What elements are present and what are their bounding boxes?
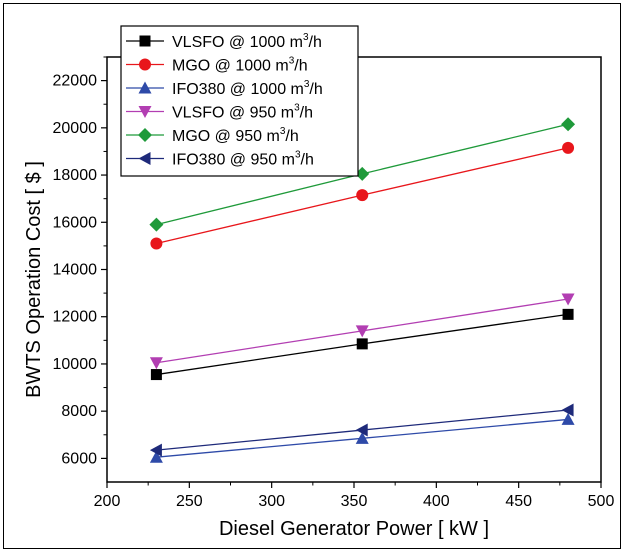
data-point-series-2 (356, 189, 369, 202)
x-tick-label: 450 (505, 493, 532, 510)
x-tick-label: 500 (588, 493, 615, 510)
data-point-series-3 (355, 431, 369, 444)
y-tick-label: 14000 (53, 262, 98, 279)
legend-label: IFO380 @ 1000 m3/h (172, 79, 323, 98)
legend-marker (139, 58, 151, 71)
legend-label: IFO380 @ 950 m3/h (172, 150, 314, 169)
data-point-series-5 (149, 217, 164, 232)
data-point-series-4 (561, 293, 575, 306)
y-tick-label: 22000 (53, 73, 98, 90)
x-tick-label: 200 (94, 493, 121, 510)
data-point-series-4 (149, 357, 163, 370)
legend-label: VLSFO @ 950 m3/h (172, 103, 313, 122)
y-tick-label: 12000 (53, 309, 98, 326)
y-tick-label: 10000 (53, 356, 98, 373)
legend-marker (139, 35, 151, 47)
legend-box (120, 25, 359, 177)
x-tick-label: 250 (176, 493, 203, 510)
data-point-series-5 (561, 117, 576, 132)
data-point-series-2 (150, 237, 163, 250)
x-tick-label: 350 (341, 493, 368, 510)
y-tick-label: 6000 (61, 450, 97, 467)
data-point-series-3 (561, 412, 575, 425)
data-point-series-4 (355, 325, 369, 338)
legend-marker (138, 152, 151, 165)
x-tick-label: 400 (423, 493, 450, 510)
data-point-series-1 (562, 308, 574, 320)
y-tick-label: 18000 (53, 167, 98, 184)
y-tick-label: 16000 (53, 214, 98, 231)
legend-marker (138, 128, 152, 142)
legend-label: VLSFO @ 1000 m3/h (172, 32, 322, 51)
data-point-series-1 (356, 338, 368, 350)
data-point-series-3 (149, 450, 163, 463)
data-point-series-6 (355, 423, 368, 437)
y-axis-title: BWTS Operation Cost [ $ ] (23, 161, 45, 398)
legend-marker (138, 106, 152, 118)
y-tick-label: 20000 (53, 120, 98, 137)
x-axis-title: Diesel Generator Power [ kW ] (219, 518, 489, 540)
data-point-series-6 (561, 403, 574, 417)
legend-label: MGO @ 950 m3/h (172, 126, 299, 145)
data-point-series-6 (149, 443, 162, 457)
legend-marker (138, 81, 152, 94)
data-point-series-1 (150, 369, 162, 381)
y-tick-label: 8000 (61, 403, 97, 420)
data-point-series-2 (562, 141, 575, 154)
data-point-series-5 (355, 166, 370, 181)
x-tick-label: 300 (258, 493, 285, 510)
legend-label: MGO @ 1000 m3/h (172, 56, 308, 75)
